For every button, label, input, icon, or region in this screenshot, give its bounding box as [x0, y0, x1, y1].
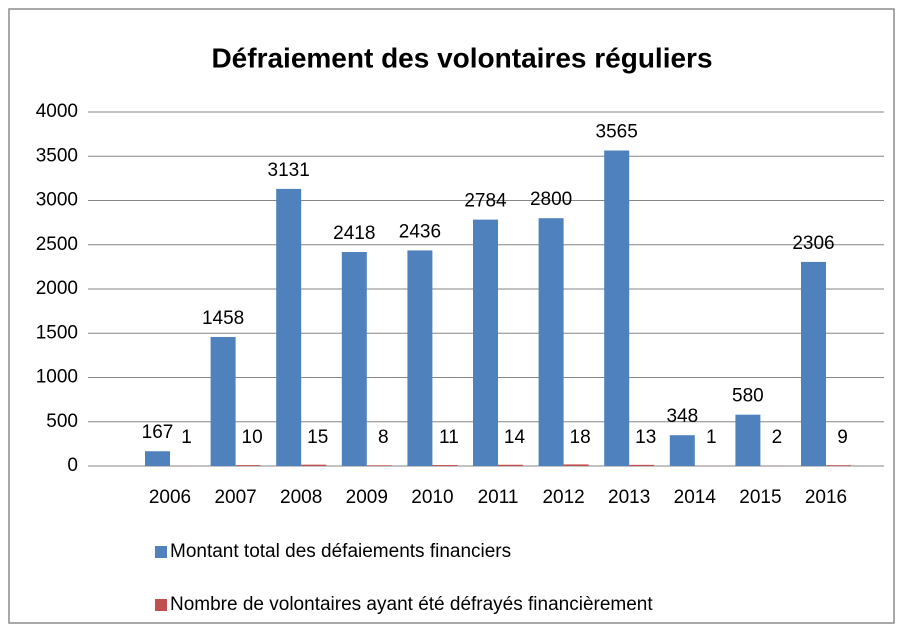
data-label: 8 [378, 427, 389, 448]
bar [538, 218, 564, 466]
data-label: 11 [439, 427, 459, 448]
data-label: 1 [706, 427, 717, 448]
data-label: 14 [504, 427, 526, 448]
x-tick-label: 2006 [149, 487, 191, 508]
legend-swatch [155, 599, 167, 611]
bar [210, 336, 236, 466]
y-tick-label: 2000 [36, 278, 78, 299]
bar [407, 250, 433, 466]
legend-swatch [155, 546, 167, 558]
bar [473, 219, 498, 466]
legend-label: Montant total des défaiements financiers [170, 541, 511, 562]
x-tick-label: 2012 [542, 487, 584, 508]
chart-frame [8, 8, 895, 624]
y-tick-label: 500 [46, 411, 78, 432]
bar [145, 451, 170, 466]
legend-label: Nombre de volontaires ayant été défrayés… [170, 594, 653, 615]
bar [629, 464, 655, 466]
y-tick-label: 1500 [36, 322, 78, 343]
y-tick-label: 1000 [36, 367, 78, 388]
data-label: 2784 [464, 191, 507, 212]
data-label: 3565 [596, 122, 638, 143]
data-label: 1458 [202, 308, 244, 329]
y-tick-label: 4000 [36, 101, 78, 122]
x-tick-label: 2016 [805, 487, 847, 508]
y-tick-label: 3000 [36, 190, 78, 211]
x-tick-label: 2013 [608, 487, 650, 508]
x-tick-label: 2011 [478, 487, 519, 508]
data-label: 9 [837, 427, 848, 448]
bar [301, 464, 327, 466]
data-label: 2306 [792, 233, 834, 254]
bar [604, 150, 630, 466]
data-label: 348 [666, 406, 698, 427]
data-label: 580 [732, 386, 764, 407]
y-tick-label: 3500 [36, 145, 78, 166]
bar [498, 464, 523, 466]
bar [669, 435, 695, 466]
bar [735, 414, 761, 466]
data-label: 15 [307, 427, 328, 448]
data-label: 2418 [333, 223, 375, 244]
data-label: 10 [242, 427, 263, 448]
chart-title: Défraiement des volontaires réguliers [211, 42, 712, 73]
bar [235, 465, 261, 466]
x-tick-label: 2015 [739, 487, 781, 508]
bar [366, 465, 392, 466]
data-label: 3131 [268, 160, 310, 181]
data-label: 13 [635, 427, 656, 448]
x-tick-label: 2007 [214, 487, 256, 508]
bar [801, 261, 826, 466]
x-tick-label: 2008 [280, 487, 322, 508]
data-label: 2800 [530, 189, 572, 210]
data-label: 1 [181, 427, 192, 448]
data-label: 18 [570, 427, 591, 448]
bar [432, 465, 458, 466]
bar [563, 464, 589, 466]
bar [341, 252, 367, 466]
x-tick-label: 2010 [411, 487, 453, 508]
x-tick-label: 2009 [346, 487, 388, 508]
y-tick-label: 0 [67, 455, 78, 476]
data-label: 2 [772, 427, 783, 448]
x-tick-label: 2014 [674, 487, 717, 508]
data-label: 2436 [399, 221, 441, 242]
data-label: 167 [142, 422, 174, 443]
bar [276, 188, 302, 466]
bar [826, 465, 851, 466]
y-tick-label: 2500 [36, 234, 78, 255]
